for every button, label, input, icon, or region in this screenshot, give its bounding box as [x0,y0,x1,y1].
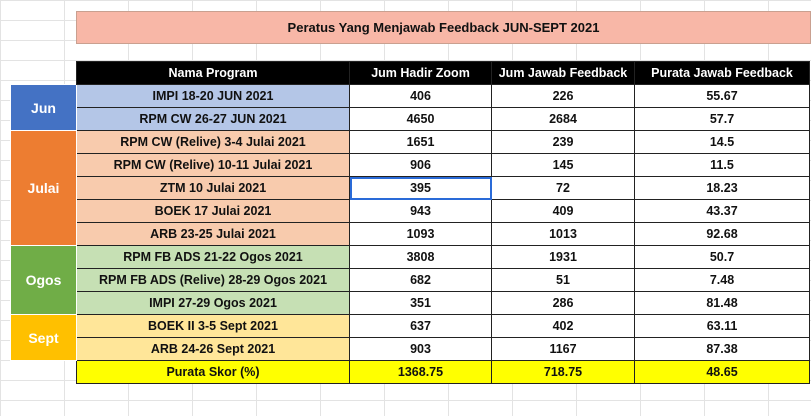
purata-cell[interactable]: 14.5 [634,130,810,154]
hadir-cell[interactable]: 903 [349,337,492,361]
program-cell[interactable]: BOEK II 3-5 Sept 2021 [76,314,350,338]
jawab-cell[interactable]: 226 [491,84,635,108]
footer-row: Purata Skor (%) 1368.75 718.75 48.65 [11,360,810,384]
purata-cell[interactable]: 43.37 [634,199,810,223]
purata-cell[interactable]: 55.67 [634,84,810,108]
month-jun[interactable]: Jun [10,84,77,131]
hadir-cell[interactable]: 3808 [349,245,492,269]
table-row: Julai RPM CW (Relive) 3-4 Julai 2021 165… [10,130,810,246]
jawab-cell[interactable]: 239 [491,130,635,154]
month-ogos[interactable]: Ogos [10,245,77,315]
header-jum-hadir[interactable]: Jum Hadir Zoom [349,61,492,85]
hadir-cell[interactable]: 637 [349,314,492,338]
jawab-cell[interactable]: 1167 [491,337,635,361]
purata-cell[interactable]: 87.38 [634,337,810,361]
blank-cell[interactable] [11,62,77,85]
program-cell[interactable]: IMPI 18-20 JUN 2021 [76,84,350,108]
program-cell[interactable]: RPM FB ADS 21-22 Ogos 2021 [76,245,350,269]
jawab-cell[interactable]: 2684 [491,107,635,131]
hadir-cell-selected[interactable]: 395 [349,176,492,200]
table-row: ARB 23-25 Julai 2021 1093 1013 92.68 [11,222,810,246]
program-cell[interactable]: BOEK 17 Julai 2021 [76,199,350,223]
hadir-cell[interactable]: 1093 [349,222,492,246]
program-cell[interactable]: RPM CW (Relive) 3-4 Julai 2021 [76,130,350,154]
hadir-cell[interactable]: 4650 [349,107,492,131]
footer-label[interactable]: Purata Skor (%) [76,360,350,384]
jawab-cell[interactable]: 72 [491,176,635,200]
table-row: RPM CW 26-27 JUN 2021 4650 2684 57.7 [11,107,810,131]
table-row: RPM FB ADS (Relive) 28-29 Ogos 2021 682 … [11,268,810,292]
hadir-cell[interactable]: 943 [349,199,492,223]
blank-cell[interactable] [11,361,77,384]
table-row: IMPI 27-29 Ogos 2021 351 286 81.48 [11,291,810,315]
purata-cell[interactable]: 11.5 [634,153,810,177]
purata-cell[interactable]: 81.48 [634,291,810,315]
purata-cell[interactable]: 50.7 [634,245,810,269]
purata-cell[interactable]: 57.7 [634,107,810,131]
feedback-table: Nama Program Jum Hadir Zoom Jum Jawab Fe… [10,61,810,384]
table-row: BOEK 17 Julai 2021 943 409 43.37 [11,199,810,223]
hadir-cell[interactable]: 406 [349,84,492,108]
jawab-cell[interactable]: 409 [491,199,635,223]
program-cell[interactable]: ZTM 10 Julai 2021 [76,176,350,200]
jawab-cell[interactable]: 1013 [491,222,635,246]
table-row: Ogos RPM FB ADS 21-22 Ogos 2021 3808 193… [10,245,810,315]
month-julai[interactable]: Julai [10,130,77,246]
jawab-cell[interactable]: 1931 [491,245,635,269]
table-row: Jun IMPI 18-20 JUN 2021 406 226 55.67 [10,84,810,131]
program-cell[interactable]: ARB 24-26 Sept 2021 [76,337,350,361]
sheet-title[interactable]: Peratus Yang Menjawab Feedback JUN-SEPT … [76,11,811,44]
program-cell[interactable]: RPM CW (Relive) 10-11 Julai 2021 [76,153,350,177]
header-row: Nama Program Jum Hadir Zoom Jum Jawab Fe… [11,61,810,85]
purata-cell[interactable]: 92.68 [634,222,810,246]
purata-cell[interactable]: 7.48 [634,268,810,292]
jawab-cell[interactable]: 402 [491,314,635,338]
program-cell[interactable]: RPM FB ADS (Relive) 28-29 Ogos 2021 [76,268,350,292]
purata-cell[interactable]: 63.11 [634,314,810,338]
program-cell[interactable]: RPM CW 26-27 JUN 2021 [76,107,350,131]
hadir-cell[interactable]: 682 [349,268,492,292]
table-row: ZTM 10 Julai 2021 395 72 18.23 [11,176,810,200]
hadir-cell[interactable]: 1651 [349,130,492,154]
footer-hadir[interactable]: 1368.75 [349,360,492,384]
program-cell[interactable]: ARB 23-25 Julai 2021 [76,222,350,246]
table-row: RPM CW (Relive) 10-11 Julai 2021 906 145… [11,153,810,177]
table-row: Sept BOEK II 3-5 Sept 2021 637 402 63.11 [10,314,810,361]
jawab-cell[interactable]: 286 [491,291,635,315]
footer-purata[interactable]: 48.65 [634,360,810,384]
jawab-cell[interactable]: 145 [491,153,635,177]
purata-cell[interactable]: 18.23 [634,176,810,200]
header-nama-program[interactable]: Nama Program [76,61,350,85]
footer-jawab[interactable]: 718.75 [491,360,635,384]
jawab-cell[interactable]: 51 [491,268,635,292]
table-row: ARB 24-26 Sept 2021 903 1167 87.38 [11,337,810,361]
program-cell[interactable]: IMPI 27-29 Ogos 2021 [76,291,350,315]
month-sept[interactable]: Sept [10,314,77,361]
hadir-cell[interactable]: 351 [349,291,492,315]
hadir-cell[interactable]: 906 [349,153,492,177]
header-purata[interactable]: Purata Jawab Feedback [634,61,810,85]
header-jum-jawab[interactable]: Jum Jawab Feedback [491,61,635,85]
